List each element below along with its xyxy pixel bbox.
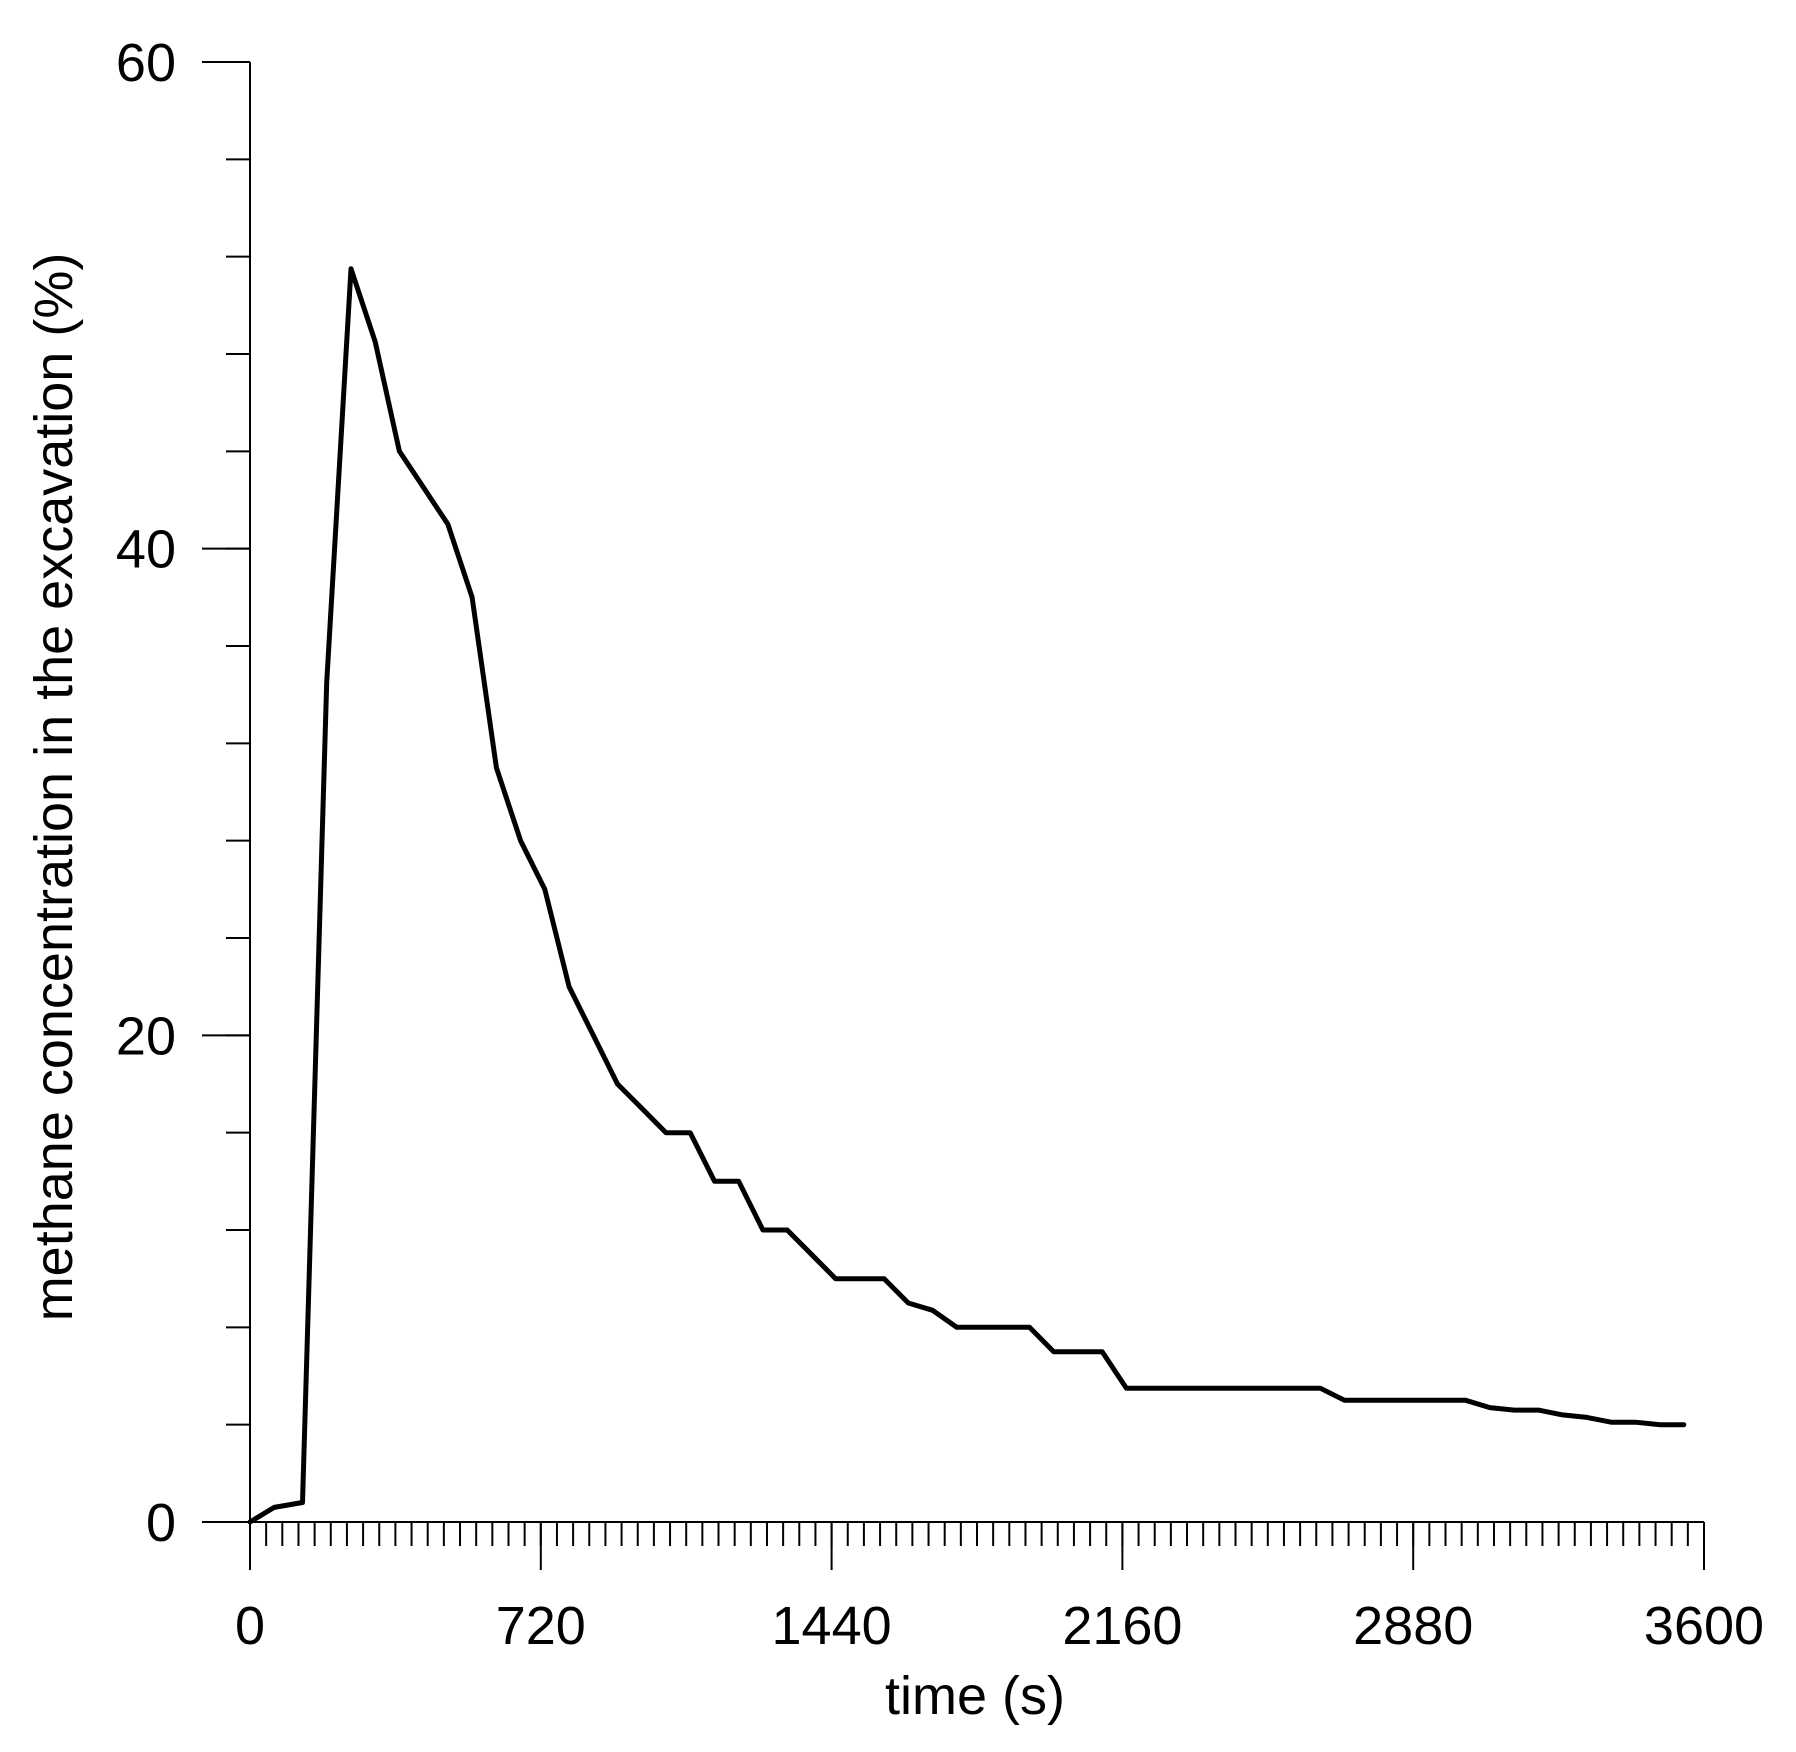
x-tick-label: 2880 — [1353, 1596, 1473, 1656]
y-axis-tick-labels: 0 20 40 60 — [116, 33, 176, 1553]
x-axis-major-ticks — [249, 1522, 1705, 1570]
x-axis-title: time (s) — [885, 1666, 1065, 1726]
y-axis-major-ticks — [202, 61, 250, 1523]
x-tick-label: 2160 — [1062, 1596, 1182, 1656]
y-tick-label: 60 — [116, 33, 176, 93]
y-tick-label: 0 — [146, 1493, 176, 1553]
x-tick-label: 720 — [496, 1596, 586, 1656]
y-tick-label: 20 — [116, 1006, 176, 1066]
y-axis-minor-ticks — [226, 61, 250, 1523]
x-axis-tick-labels: 0 720 1440 2160 2880 3600 — [235, 1596, 1764, 1656]
x-tick-label: 3600 — [1644, 1596, 1764, 1656]
y-axis-title: methane concentration in the excavation … — [24, 253, 84, 1322]
x-axis-minor-ticks — [249, 1522, 1705, 1546]
y-tick-label: 40 — [116, 520, 176, 580]
methane-concentration-line — [247, 266, 1687, 1525]
x-tick-label: 1440 — [772, 1596, 892, 1656]
x-tick-label: 0 — [235, 1596, 265, 1656]
